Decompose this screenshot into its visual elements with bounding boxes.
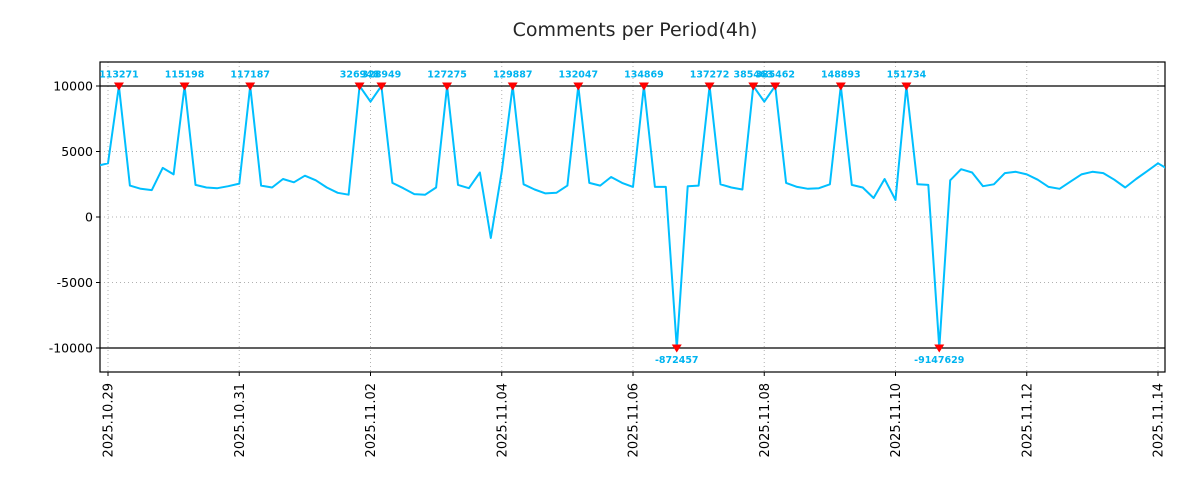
- peak-value-label: 115198: [165, 70, 205, 81]
- peak-value-label: 328949: [362, 70, 402, 81]
- peak-value-label: 385462: [755, 70, 795, 81]
- x-tick-label: 2025.11.04: [495, 383, 510, 457]
- plot-area: 2025.10.29 2025.10.31 2025.11.02 2025.11.04…: [49, 61, 1167, 457]
- extremum-marker-icon: [638, 82, 649, 91]
- y-tick-label: -10000: [49, 341, 93, 356]
- extremum-marker-icon: [376, 82, 387, 91]
- peak-value-label: 117187: [230, 70, 270, 81]
- extremum-marker-icon: [704, 82, 715, 91]
- peak-value-label: 127275: [427, 70, 467, 81]
- x-tick-label: 2025.11.02: [364, 383, 379, 457]
- peak-value-label: 134869: [624, 70, 664, 81]
- trough-value-label: -9147629: [914, 355, 964, 366]
- extremum-marker-icon: [671, 344, 682, 353]
- trough-value-label: -872457: [655, 355, 699, 366]
- data-line: [100, 85, 1165, 349]
- x-tick-label: 2025.11.12: [1020, 383, 1035, 457]
- x-tick-label: 2025.10.29: [102, 383, 117, 457]
- peak-value-label: 148893: [821, 70, 861, 81]
- peak-value-label: 137272: [690, 70, 730, 81]
- peak-value-label: 151734: [887, 70, 927, 81]
- x-tick-label: 2025.11.06: [627, 383, 642, 457]
- extremum-marker-icon: [748, 82, 759, 91]
- peak-value-label: 326948: [340, 70, 380, 81]
- extremum-marker-icon: [573, 82, 584, 91]
- extremum-marker-icon: [179, 82, 190, 91]
- peak-value-label: 129887: [493, 70, 533, 81]
- extremum-marker-icon: [934, 344, 945, 353]
- extremum-marker-icon: [245, 82, 256, 91]
- peak-value-label: 132047: [558, 70, 598, 81]
- y-tick-label: -5000: [57, 275, 93, 290]
- y-tick-label: 0: [85, 210, 93, 225]
- extremum-marker-icon: [901, 82, 912, 91]
- extremum-marker-icon: [354, 82, 365, 91]
- x-tick-label: 2025.11.10: [889, 383, 904, 457]
- peak-value-label: 385463: [733, 70, 773, 81]
- extremum-marker-icon: [442, 82, 453, 91]
- extremum-marker-icon: [770, 82, 781, 91]
- peak-value-label: 113271: [99, 70, 139, 81]
- x-tick-label: 2025.11.14: [1152, 383, 1167, 457]
- y-tick-label: 10000: [53, 79, 93, 94]
- extremum-marker-icon: [113, 82, 124, 91]
- x-tick-label: 2025.10.31: [233, 383, 248, 457]
- y-tick-label: 5000: [61, 144, 93, 159]
- extremum-marker-icon: [835, 82, 846, 91]
- x-tick-label: 2025.11.08: [758, 383, 773, 457]
- extremum-marker-icon: [507, 82, 518, 91]
- chart-title: Comments per Period(4h): [513, 19, 758, 41]
- plot-border: [99, 61, 1166, 373]
